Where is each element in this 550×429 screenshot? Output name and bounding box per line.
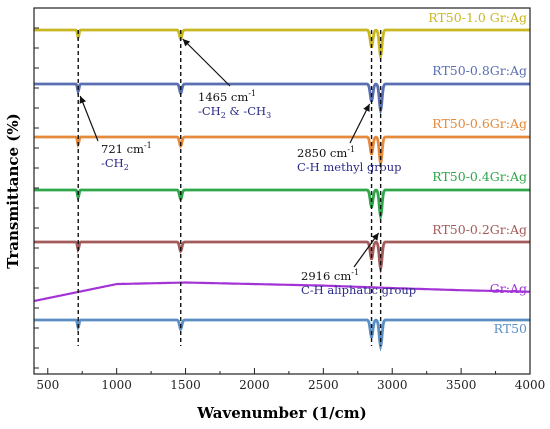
series-label: RT50 xyxy=(494,321,527,336)
annotation-arrowhead xyxy=(182,39,191,47)
annotation-a721: 721 cm-1-CH2 xyxy=(79,95,152,172)
x-tick-label: 500 xyxy=(36,378,59,392)
dashed-lines xyxy=(77,30,382,346)
plot-frame xyxy=(33,7,531,375)
annotations: 721 cm-1-CH2 1465 cm-1-CH2 & -CH3 2850 cm-… xyxy=(79,38,416,297)
annotation-arrow xyxy=(349,103,371,144)
series-label: Gr:Ag xyxy=(490,281,527,296)
x-tick-label: 2500 xyxy=(308,378,339,392)
annotation-wavenumber: 721 cm-1 xyxy=(101,141,152,156)
annotation-a2850: 2850 cm-1C-H methyl group xyxy=(297,103,402,174)
series-line xyxy=(34,135,530,169)
series-layer xyxy=(33,28,531,352)
series-label: RT50-0.4Gr:Ag xyxy=(432,169,527,184)
y-axis-title: Transmittance (%) xyxy=(4,113,22,268)
annotation-group: C-H aliphatic group xyxy=(301,283,416,297)
x-tick-label: 1000 xyxy=(101,378,132,392)
annotation-group: -CH2 xyxy=(101,156,129,172)
series-label: RT50-1.0 Gr:Ag xyxy=(428,10,527,25)
annotation-wavenumber: 2916 cm-1 xyxy=(301,268,359,283)
annotation-arrowhead xyxy=(371,233,379,241)
series-line xyxy=(34,188,530,222)
series-line xyxy=(33,281,531,303)
x-tick-label: 1500 xyxy=(170,378,201,392)
x-tick-label: 2000 xyxy=(239,378,270,392)
annotation-arrowhead xyxy=(363,104,370,112)
axis-ticks: 500 1000 1500 2000 2500 3000 3500 4000 xyxy=(34,27,546,392)
series-line xyxy=(34,82,530,116)
annotation-arrow xyxy=(79,95,99,142)
annotation-wavenumber: 2850 cm-1 xyxy=(297,145,355,160)
annotation-group: -CH2 & -CH3 xyxy=(198,104,271,120)
x-tick-label: 3500 xyxy=(446,378,477,392)
series-line xyxy=(34,318,530,352)
annotation-a1465: 1465 cm-1-CH2 & -CH3 xyxy=(182,38,271,120)
x-tick-label: 4000 xyxy=(515,378,546,392)
series-label: RT50-0.8Gr:Ag xyxy=(432,63,527,78)
annotation-arrowhead xyxy=(79,96,87,104)
series-line xyxy=(34,28,530,62)
annotation-group: C-H methyl group xyxy=(297,160,402,174)
series-line xyxy=(34,240,530,274)
annotation-wavenumber: 1465 cm-1 xyxy=(198,89,256,104)
x-tick-label: 3000 xyxy=(377,378,408,392)
series-labels: RT50-1.0 Gr:Ag RT50-0.8Gr:Ag RT50-0.6Gr:Ag… xyxy=(428,10,527,336)
x-axis-title: Wavenumber (1/cm) xyxy=(196,404,366,422)
series-label: RT50-0.6Gr:Ag xyxy=(432,116,527,131)
annotation-a2916: 2916 cm-1C-H aliphatic group xyxy=(301,232,416,297)
series-label: RT50-0.2Gr:Ag xyxy=(432,222,527,237)
annotation-arrow xyxy=(182,38,231,87)
